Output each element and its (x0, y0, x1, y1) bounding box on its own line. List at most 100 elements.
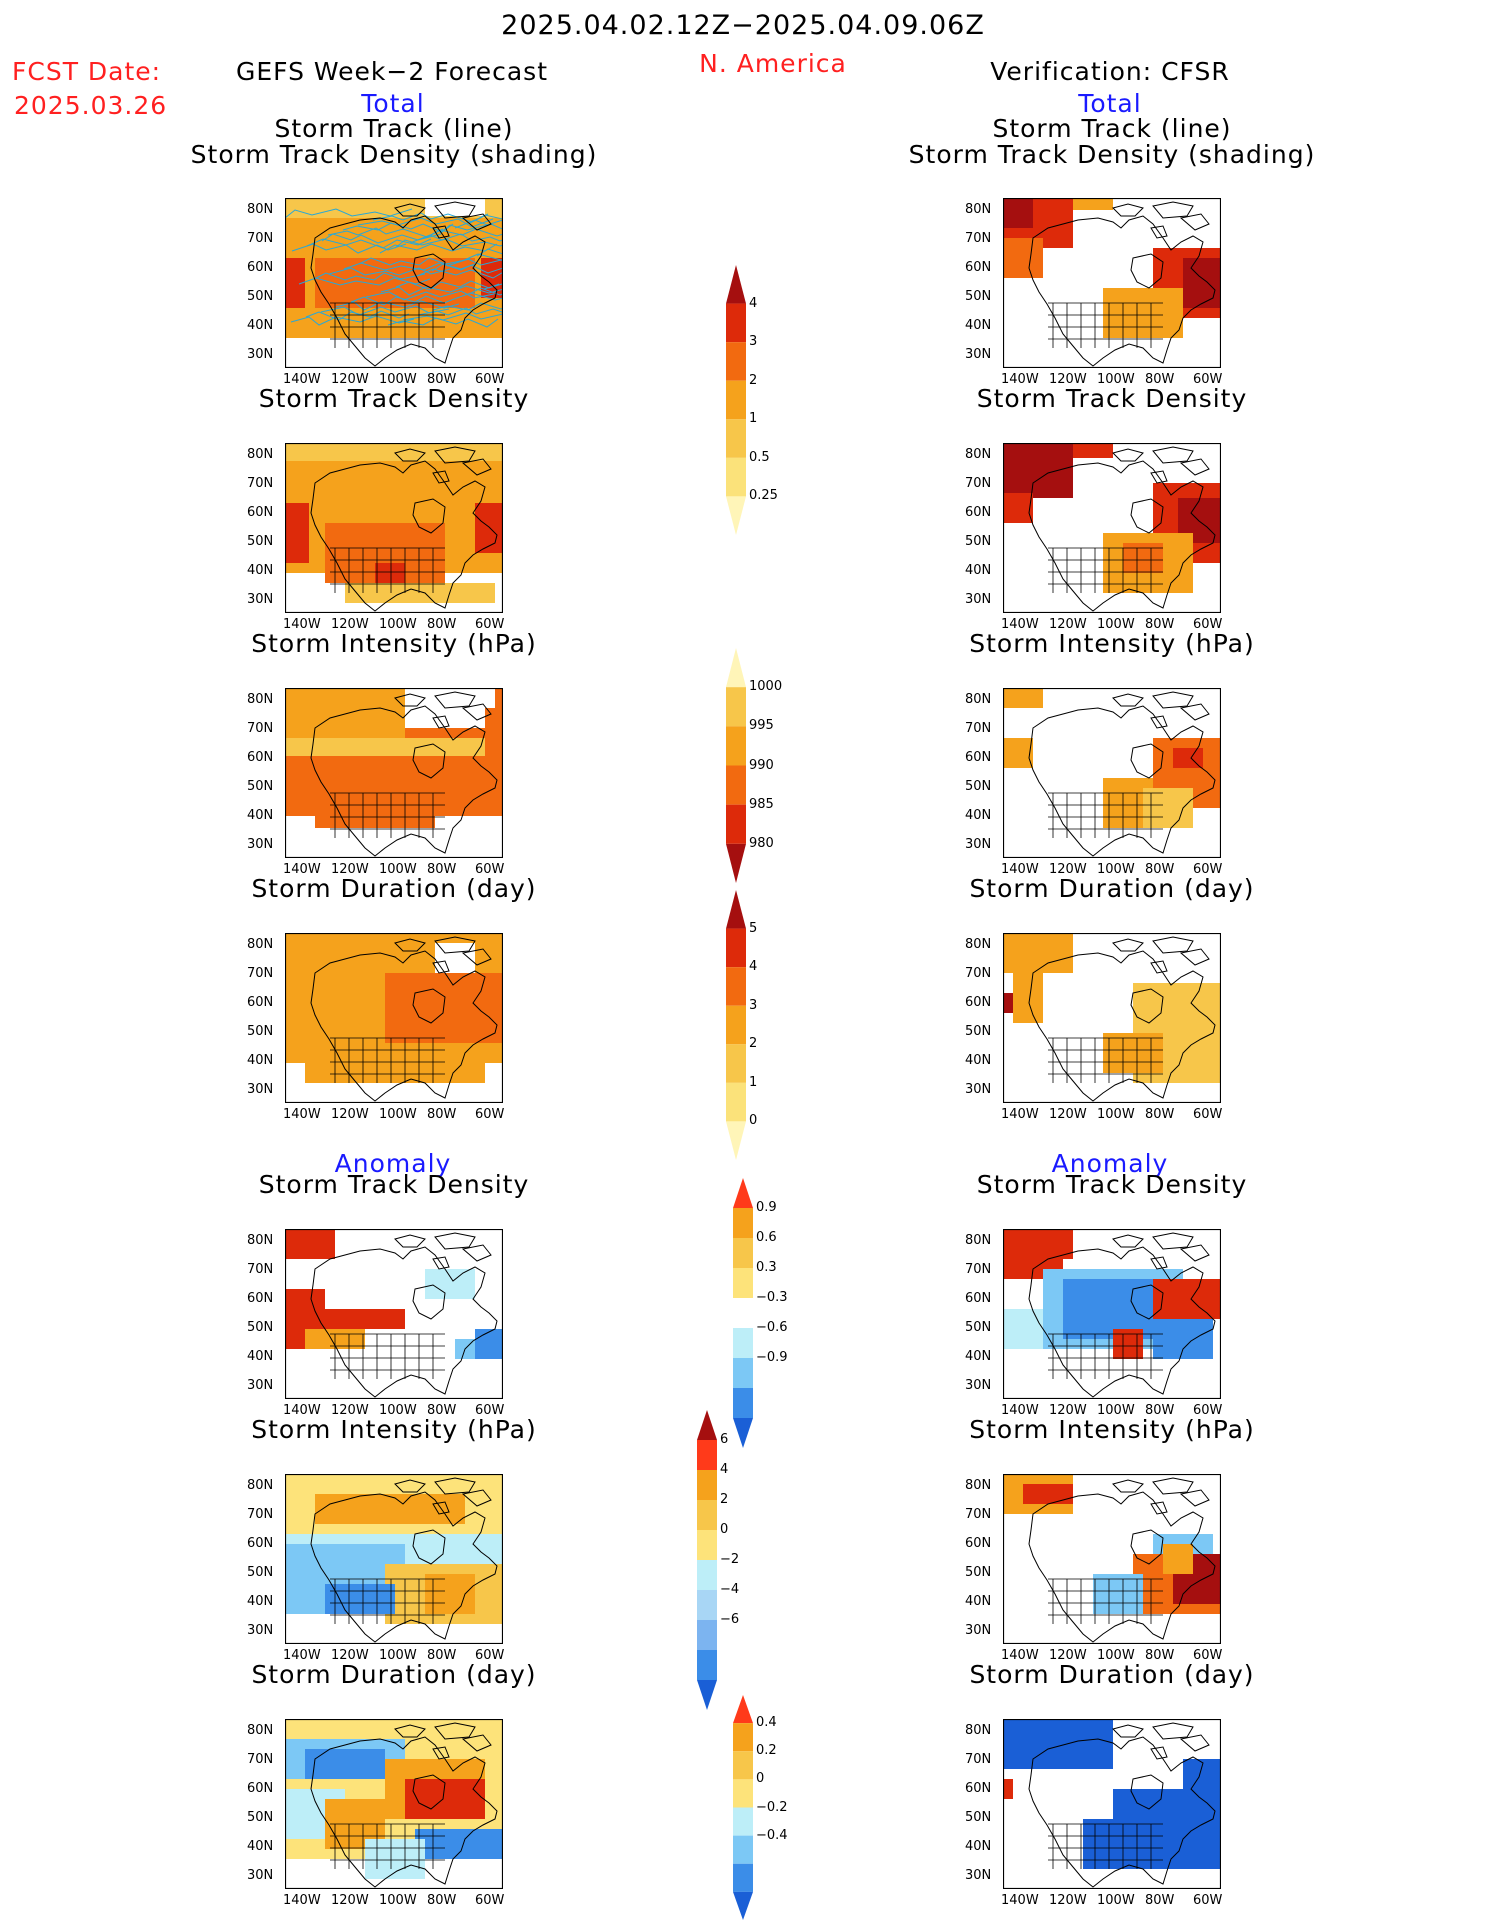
map-frame (285, 1229, 503, 1399)
colorbar-label: 0 (749, 1113, 758, 1129)
lon-tick-label: 60W (1193, 617, 1223, 632)
lat-tick-label: 50N (247, 1810, 274, 1825)
lon-tick-label: 120W (331, 1648, 369, 1663)
us-state-boundaries (330, 1037, 445, 1083)
lat-tick-label: 80N (965, 937, 992, 952)
lon-tick-label: 80W (1145, 1107, 1175, 1122)
left-column-title: GEFS Week−2 Forecast (235, 57, 549, 86)
lon-tick-label: 120W (1049, 1893, 1087, 1908)
lat-tick-label: 50N (965, 1810, 992, 1825)
colorbar-label: 4 (720, 1462, 729, 1477)
lat-tick-label: 70N (247, 966, 274, 981)
map-duration-left (285, 933, 503, 1103)
lat-tick-label: 40N (965, 1349, 992, 1364)
lon-tick-label: 80W (427, 1893, 457, 1908)
lat-tick-label: 70N (965, 721, 992, 736)
lon-tick-label: 120W (331, 617, 369, 632)
lat-tick-label: 80N (965, 692, 992, 707)
panel-title: Storm Duration (day) (251, 1660, 537, 1689)
lat-tick-label: 40N (247, 1594, 274, 1609)
map-anom_density-right (1003, 1229, 1221, 1399)
lat-tick-label: 40N (965, 318, 992, 333)
lat-tick-label: 80N (247, 1723, 274, 1738)
colorbar-label: 6 (720, 1432, 729, 1447)
lat-tick-label: 70N (965, 231, 992, 246)
lat-tick-label: 50N (965, 289, 992, 304)
lat-tick-label: 30N (965, 1378, 992, 1393)
lon-tick-label: 100W (1097, 1648, 1135, 1663)
lat-tick-label: 30N (965, 837, 992, 852)
lon-tick-label: 60W (475, 862, 505, 877)
colorbar-density (726, 265, 746, 535)
lon-tick-label: 80W (1145, 372, 1175, 387)
colorbar-anom_duration (733, 1695, 753, 1920)
lat-tick-label: 60N (247, 1536, 274, 1551)
colorbar-swatch (697, 1590, 717, 1620)
colorbar-swatch (697, 1470, 717, 1500)
colorbar-swatch (726, 687, 746, 727)
colorbar-swatch (733, 1835, 753, 1864)
lat-tick-label: 70N (965, 1752, 992, 1767)
map-frame (285, 198, 503, 368)
lat-tick-label: 80N (247, 202, 274, 217)
lon-tick-label: 100W (379, 372, 417, 387)
lon-tick-label: 100W (379, 1403, 417, 1418)
colorbar-swatch (733, 1208, 753, 1238)
colorbar-label: −0.2 (756, 1799, 788, 1815)
lon-tick-label: 100W (1097, 372, 1135, 387)
lat-tick-label: 40N (965, 808, 992, 823)
lon-tick-label: 60W (475, 1648, 505, 1663)
lon-tick-label: 120W (1049, 862, 1087, 877)
colorbar-swatch (726, 1005, 746, 1045)
colorbar-label: 1000 (749, 679, 783, 695)
us-state-boundaries (1048, 1823, 1163, 1869)
colorbar-label: 0 (756, 1771, 765, 1787)
colorbar-swatch (726, 265, 746, 304)
colorbar-swatch (733, 1178, 753, 1208)
lat-tick-label: 30N (247, 1082, 274, 1097)
panel-title: Storm Track Density (976, 384, 1248, 413)
lon-tick-label: 140W (283, 1107, 321, 1122)
map-frame (1003, 1474, 1221, 1644)
us-state-boundaries (1048, 792, 1163, 838)
lat-tick-label: 60N (965, 995, 992, 1010)
lat-tick-label: 50N (965, 779, 992, 794)
colorbar-label: −6 (720, 1612, 740, 1627)
lat-tick-label: 70N (965, 476, 992, 491)
lat-tick-label: 30N (247, 1868, 274, 1883)
lon-tick-label: 120W (331, 862, 369, 877)
lat-tick-label: 60N (965, 505, 992, 520)
left-total-label: Total (361, 89, 425, 118)
colorbar-label: −2 (720, 1552, 740, 1567)
colorbar-swatch (726, 419, 746, 458)
lon-tick-label: 120W (1049, 1648, 1087, 1663)
colorbar-swatch (733, 1779, 753, 1808)
lat-tick-label: 40N (965, 1053, 992, 1068)
forecast-period: 2025.04.02.12Z−2025.04.09.06Z (501, 10, 985, 41)
map-frame (1003, 198, 1221, 368)
map-anom_duration-right (1003, 1719, 1221, 1889)
lon-tick-label: 140W (1001, 617, 1039, 632)
lat-tick-label: 30N (247, 837, 274, 852)
coastline (310, 950, 498, 1102)
lon-tick-label: 120W (1049, 1107, 1087, 1122)
lat-tick-label: 40N (247, 808, 274, 823)
us-state-boundaries (1048, 1578, 1163, 1624)
lat-tick-label: 60N (965, 1291, 992, 1306)
lon-tick-label: 80W (427, 372, 457, 387)
lon-tick-label: 100W (1097, 1107, 1135, 1122)
lon-tick-label: 120W (1049, 372, 1087, 387)
lon-tick-label: 140W (1001, 1893, 1039, 1908)
us-state-boundaries (1048, 1037, 1163, 1083)
lat-tick-label: 80N (247, 1478, 274, 1493)
colorbar-swatch (726, 726, 746, 766)
colorbar-duration (726, 890, 746, 1160)
panel-title: Storm Track (line) (274, 114, 514, 143)
lon-tick-label: 60W (475, 1403, 505, 1418)
us-state-boundaries (330, 302, 445, 348)
colorbar-label: −0.3 (756, 1290, 788, 1305)
lat-tick-label: 60N (247, 1291, 274, 1306)
map-frame (1003, 1229, 1221, 1399)
lat-tick-label: 30N (965, 1082, 992, 1097)
lat-tick-label: 60N (965, 1781, 992, 1796)
